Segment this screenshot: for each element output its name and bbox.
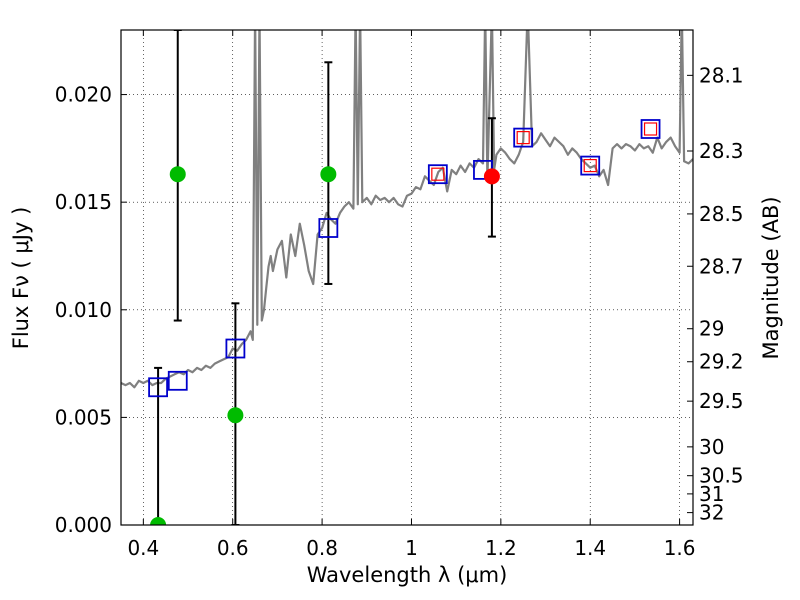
model-photometry-marker [225,338,246,359]
x-tick-label: 0.8 [306,536,338,560]
observed-inner-marker [516,131,530,145]
observed-inner-marker [643,122,658,136]
right-tick-label: 29.2 [699,350,744,374]
model-photometry-marker [640,119,661,139]
y-tick-label: 0.020 [55,83,112,107]
plot-area [121,30,693,525]
upper-limit-marker [227,407,244,424]
y-tick-label: 0.005 [55,405,112,429]
model-photometry-marker [427,164,448,185]
x-tick-label: 1.6 [664,536,696,560]
x-axis-label: Wavelength λ (μm) [307,563,508,587]
right-tick-label: 31 [699,482,724,506]
observed-inner-marker [431,167,445,181]
x-tick-label: 1.4 [574,536,606,560]
spectrum-layer [121,30,693,389]
plot-frame [120,29,694,526]
upper-limit-marker [320,166,337,183]
right-tick-label: 29.5 [699,389,744,413]
right-axis-label: Magnitude (AB) [759,196,783,359]
upper-limit-marker [169,166,186,183]
right-tick-label: 30.5 [699,464,744,488]
x-tick-label: 0.4 [127,536,159,560]
right-tick-label: 28.5 [699,202,744,226]
model-photometry-marker [513,127,534,148]
grid-lines [121,30,693,526]
x-tick-label: 1.2 [485,536,517,560]
x-tick-label: 0.6 [217,536,249,560]
right-tick-label: 30 [699,435,724,459]
y-axis-label: Flux Fν ( μJy ) [9,207,33,350]
model-photometry-marker [318,218,339,238]
upper-limit-marker [150,517,167,525]
right-tick-label: 28.1 [699,63,744,87]
right-tick-label: 28.7 [699,254,744,278]
observed-inner-marker [583,158,597,173]
model-photometry-marker [148,377,168,398]
marker-layer [148,119,661,525]
y-tick-label: 0.000 [55,513,112,537]
right-tick-label: 28.3 [699,139,744,163]
right-tick-label: 32 [699,501,724,525]
model-photometry-marker [580,155,601,176]
detection-marker [483,168,500,185]
errorbar-layer [154,30,496,525]
y-tick-label: 0.010 [55,298,112,322]
y-tick-label: 0.015 [55,190,112,214]
x-tick-label: 1 [405,536,418,560]
right-tick-label: 29 [699,317,724,341]
tick-labels: 0.4 0.6 0.8 1 1.2 1.4 1.6 0.000 0.005 0.010 0.015 0… [55,63,744,560]
spectrum-line [121,30,693,389]
axis-ticks [121,30,693,526]
model-photometry-marker [167,370,188,391]
